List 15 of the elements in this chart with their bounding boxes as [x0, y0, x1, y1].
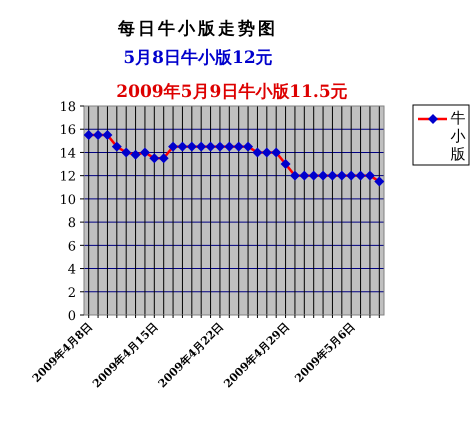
y-tick-label: 14	[59, 146, 76, 162]
y-tick-label: 12	[59, 170, 76, 185]
y-tick-label: 2	[68, 286, 76, 301]
y-tick-label: 10	[59, 192, 76, 208]
chart-title: 每日牛小版走势图	[117, 19, 278, 39]
y-tick-label: 4	[68, 262, 76, 278]
chart-subtitle: 5月8日牛小版12元	[123, 48, 273, 68]
y-tick-label: 0	[68, 309, 76, 324]
text: 2009年5月9日牛小版11.5元	[116, 82, 348, 102]
y-tick-label: 6	[68, 239, 76, 254]
y-tick-label: 8	[68, 216, 76, 232]
legend-label: 牛小版	[450, 109, 466, 163]
y-tick-label: 18	[59, 100, 76, 115]
y-tick-label: 16	[59, 123, 76, 138]
legend: 牛小版	[412, 104, 470, 166]
